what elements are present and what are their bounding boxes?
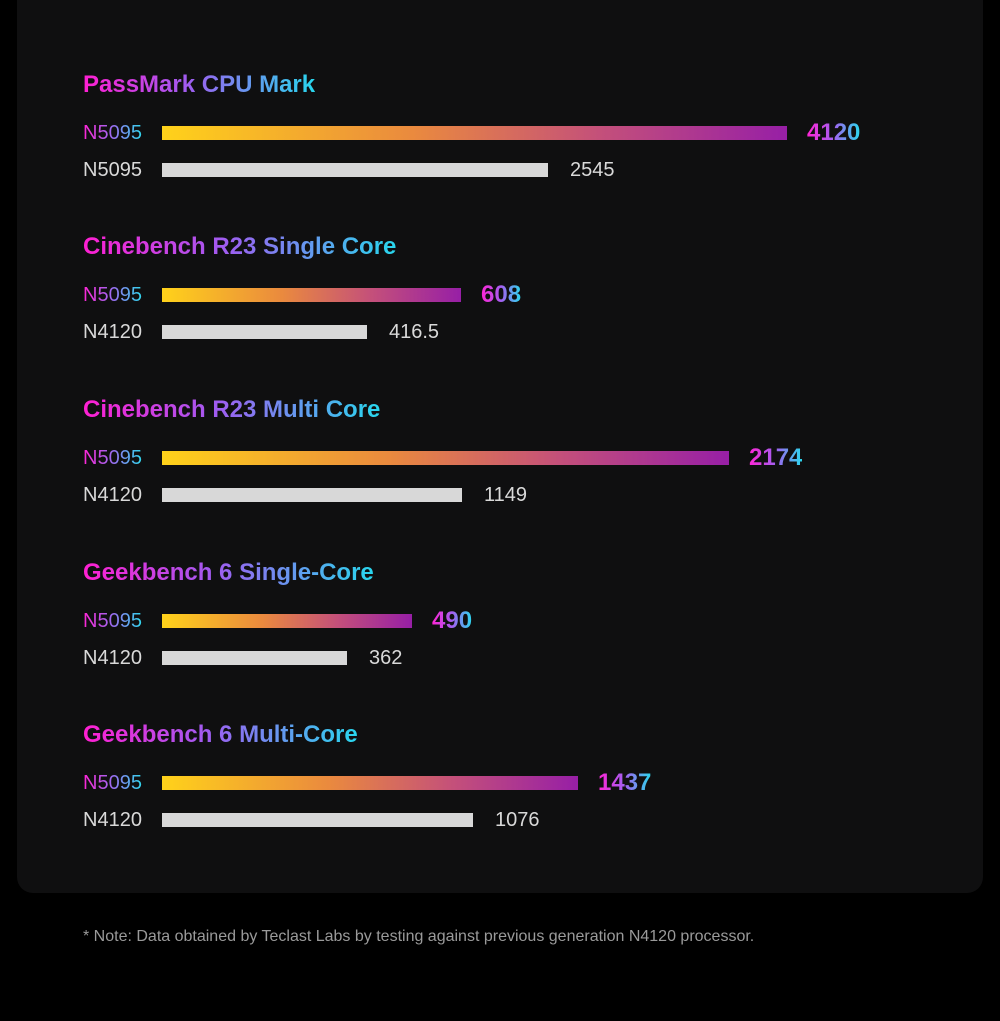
category-label: N4120 bbox=[83, 647, 142, 669]
bar-row: N4120 1149 bbox=[83, 482, 943, 508]
bar-row: N5095 1437 bbox=[83, 770, 943, 796]
bar-row: N4120 1076 bbox=[83, 807, 943, 833]
data-label: 416.5 bbox=[389, 321, 440, 343]
chart-title: Cinebench R23 Multi Core bbox=[83, 396, 381, 423]
bar-row: N5095 608 bbox=[83, 282, 943, 308]
chart-title: Geekbench 6 Single-Core bbox=[83, 559, 374, 586]
chart-title: Cinebench R23 Single Core bbox=[83, 233, 397, 260]
bar bbox=[162, 288, 461, 302]
bar bbox=[162, 325, 367, 339]
bar bbox=[162, 451, 729, 465]
chart-title: PassMark CPU Mark bbox=[83, 71, 316, 98]
category-label: N5095 bbox=[83, 284, 142, 306]
category-label: N4120 bbox=[83, 321, 142, 343]
data-label: 1076 bbox=[495, 809, 540, 831]
category-label: N5095 bbox=[83, 772, 142, 794]
data-label: 2174 bbox=[749, 444, 803, 471]
bar bbox=[162, 614, 412, 628]
data-label: 1437 bbox=[598, 769, 652, 796]
category-label: N5095 bbox=[83, 159, 142, 181]
bar-row: N4120 416.5 bbox=[83, 319, 943, 345]
category-label: N5095 bbox=[83, 122, 142, 144]
bar-row: N4120 362 bbox=[83, 645, 943, 671]
data-label: 1149 bbox=[484, 484, 528, 506]
chart-title: Geekbench 6 Multi-Core bbox=[83, 721, 358, 748]
bar-row: N5095 4120 bbox=[83, 120, 943, 146]
benchmark-card bbox=[17, 0, 983, 893]
bar-row: N5095 2174 bbox=[83, 445, 943, 471]
category-label: N4120 bbox=[83, 809, 142, 831]
bar bbox=[162, 813, 473, 827]
bar bbox=[162, 163, 548, 177]
bar bbox=[162, 126, 787, 140]
bar-row: N5095 490 bbox=[83, 608, 943, 634]
data-label: 362 bbox=[369, 647, 403, 669]
category-label: N5095 bbox=[83, 447, 142, 469]
footnote: * Note: Data obtained by Teclast Labs by… bbox=[83, 928, 755, 945]
data-label: 490 bbox=[432, 607, 473, 634]
bar bbox=[162, 776, 578, 790]
data-label: 4120 bbox=[807, 119, 861, 146]
bar bbox=[162, 651, 347, 665]
data-label: 2545 bbox=[570, 159, 615, 181]
category-label: N5095 bbox=[83, 610, 142, 632]
data-label: 608 bbox=[481, 281, 522, 308]
bar bbox=[162, 488, 462, 502]
category-label: N4120 bbox=[83, 484, 142, 506]
bar-row: N5095 2545 bbox=[83, 157, 943, 183]
